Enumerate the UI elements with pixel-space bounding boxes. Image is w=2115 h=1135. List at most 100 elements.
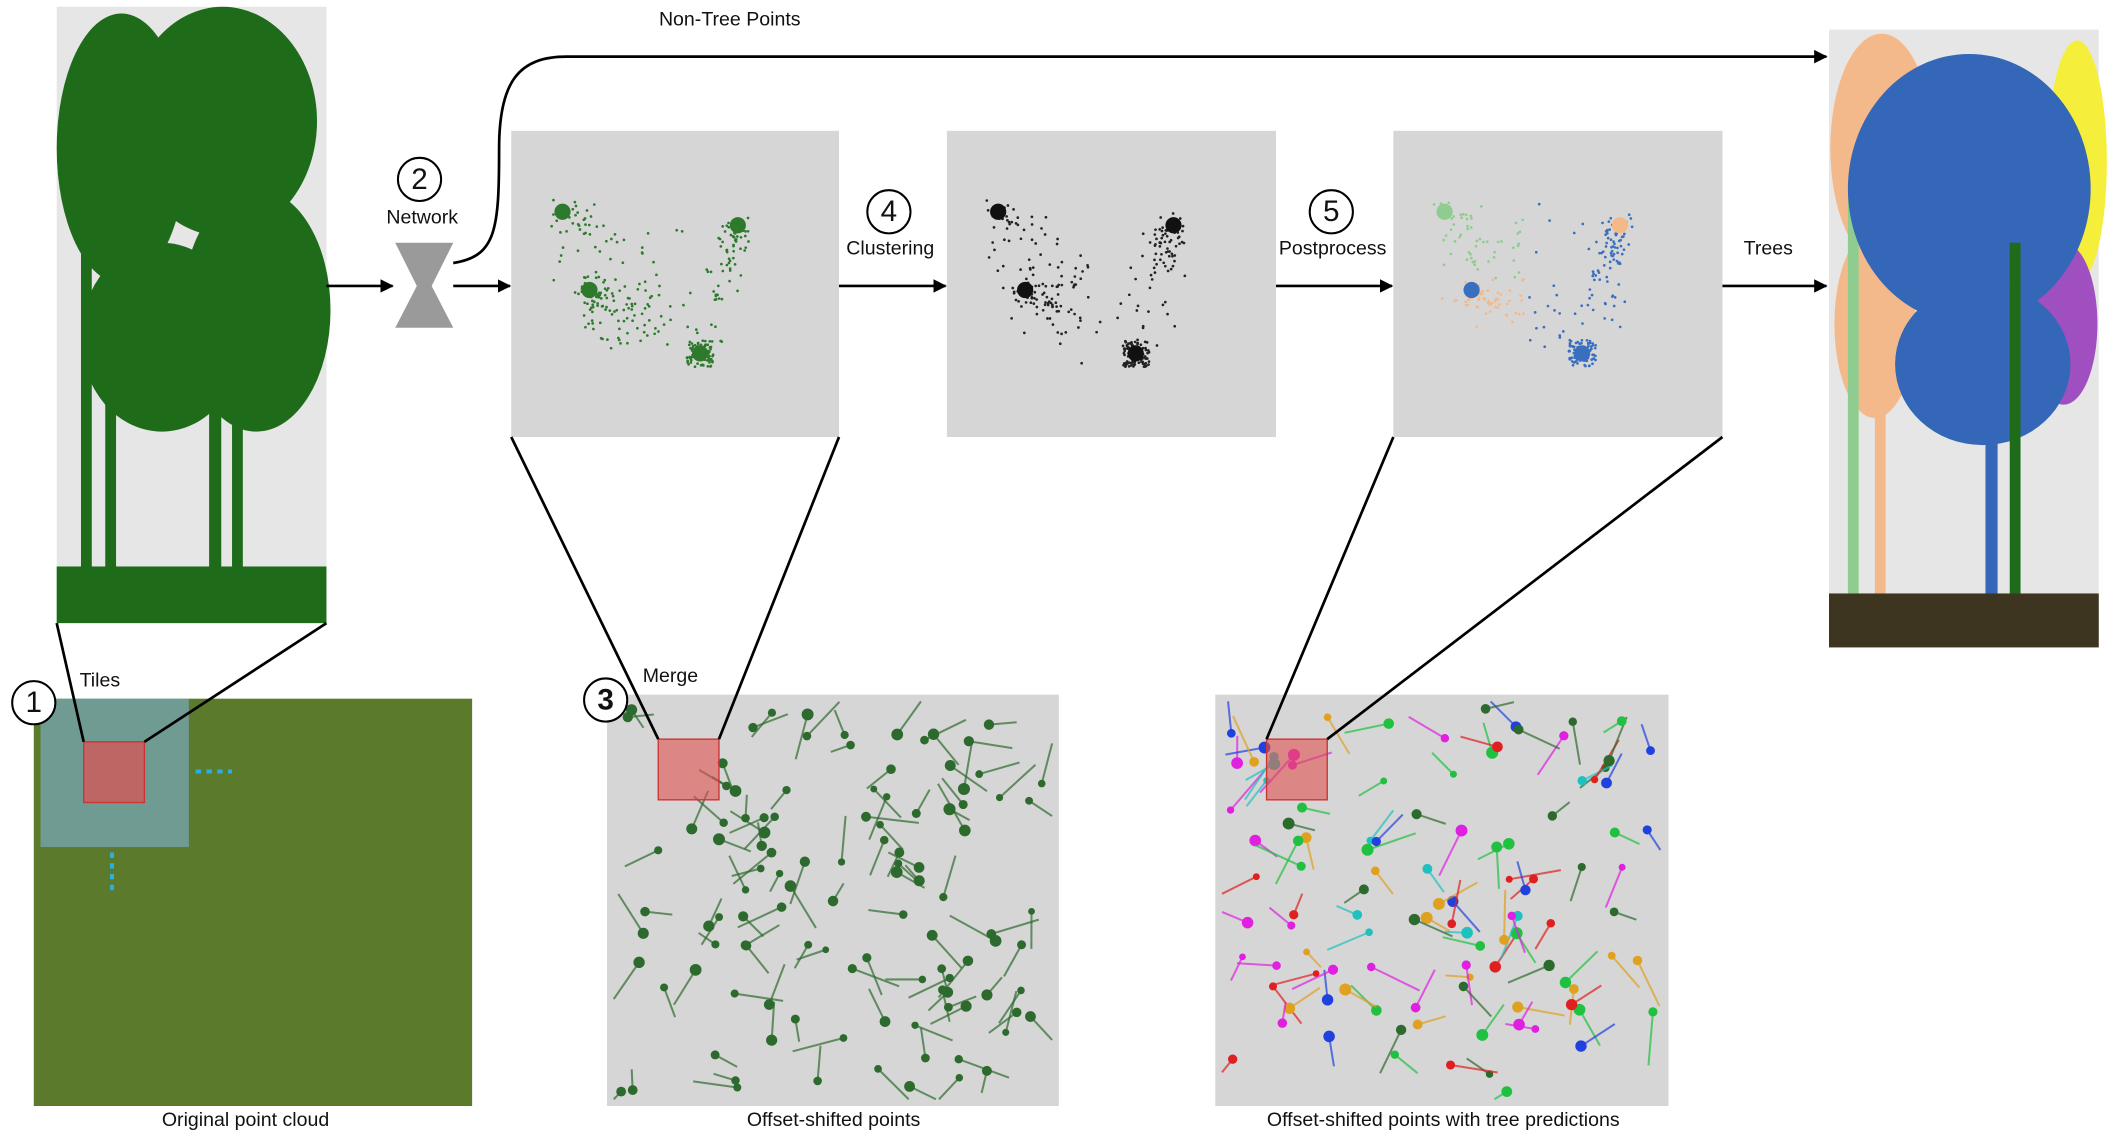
point: [571, 222, 574, 225]
point: [1128, 361, 1131, 364]
caption: Original point cloud: [162, 1109, 329, 1131]
point: [581, 282, 597, 298]
point: [1045, 216, 1048, 219]
point: [1493, 256, 1496, 259]
point: [1151, 278, 1154, 281]
point: [1604, 256, 1607, 259]
point: [1590, 345, 1593, 348]
point: [1629, 217, 1632, 220]
point: [1162, 234, 1165, 237]
point: [1056, 331, 1059, 334]
point: [1253, 873, 1260, 880]
point: [1528, 296, 1531, 299]
point: [1552, 284, 1555, 287]
point: [612, 299, 615, 302]
point: [1558, 312, 1561, 315]
point: [1548, 219, 1551, 222]
point: [1138, 361, 1141, 364]
point: [987, 209, 990, 212]
point: [991, 241, 994, 244]
point: [552, 213, 555, 216]
point: [1136, 339, 1139, 342]
branch: [746, 795, 747, 818]
point: [610, 347, 613, 350]
point: [714, 325, 717, 328]
point: [1489, 310, 1492, 313]
point: [579, 228, 582, 231]
point: [1443, 264, 1446, 267]
point: [1153, 259, 1156, 262]
point: [1010, 317, 1013, 320]
point: [1003, 238, 1006, 241]
point: [578, 224, 581, 227]
point: [622, 309, 625, 312]
point: [675, 229, 678, 232]
point: [1175, 245, 1178, 248]
point: [734, 239, 737, 242]
step-number: 2: [411, 163, 428, 196]
point: [1155, 238, 1158, 241]
point: [744, 246, 747, 249]
point: [1073, 313, 1076, 316]
point: [706, 343, 709, 346]
point: [687, 363, 690, 366]
label: Merge: [643, 665, 698, 687]
point: [625, 303, 628, 306]
point: [692, 345, 708, 361]
point: [584, 217, 587, 220]
point: [1025, 278, 1028, 281]
point: [1481, 290, 1484, 293]
point: [1491, 302, 1494, 305]
point: [1025, 301, 1028, 304]
point: [1620, 245, 1623, 248]
point: [616, 241, 619, 244]
branch: [1504, 890, 1505, 940]
point: [630, 308, 633, 311]
point: [1488, 302, 1491, 305]
point: [1147, 363, 1150, 366]
point: [985, 199, 988, 202]
point: [1486, 289, 1489, 292]
point: [1136, 309, 1139, 312]
point: [606, 338, 609, 341]
point: [1162, 304, 1165, 307]
point: [1141, 255, 1144, 258]
point: [611, 313, 614, 316]
point: [996, 269, 999, 272]
point: [1518, 313, 1521, 316]
point: [658, 285, 661, 288]
point: [1074, 275, 1077, 278]
point: [552, 279, 555, 282]
point: [1607, 220, 1610, 223]
point: [1508, 299, 1511, 302]
point: [1584, 365, 1587, 368]
point: [1411, 1003, 1421, 1013]
point: [721, 270, 724, 273]
point: [1613, 305, 1616, 308]
point: [1619, 326, 1622, 329]
point: [647, 232, 650, 235]
point: [1450, 228, 1453, 231]
point: [1166, 313, 1169, 316]
point: [1057, 266, 1060, 269]
point: [1153, 233, 1156, 236]
point: [574, 201, 577, 204]
point: [739, 274, 742, 277]
point: [1447, 201, 1450, 204]
point: [591, 322, 594, 325]
point: [1591, 362, 1594, 365]
point: [595, 271, 598, 274]
point: [718, 297, 721, 300]
point: [1044, 285, 1047, 288]
point: [1617, 283, 1620, 286]
point: [712, 290, 715, 293]
point: [602, 224, 605, 227]
point: [634, 303, 637, 306]
point: [1543, 326, 1546, 329]
caption: Offset-shifted points with tree predicti…: [1267, 1109, 1620, 1131]
point: [1079, 319, 1082, 322]
point: [1480, 293, 1483, 296]
point: [626, 317, 629, 320]
point: [1060, 275, 1063, 278]
point: [702, 364, 705, 367]
